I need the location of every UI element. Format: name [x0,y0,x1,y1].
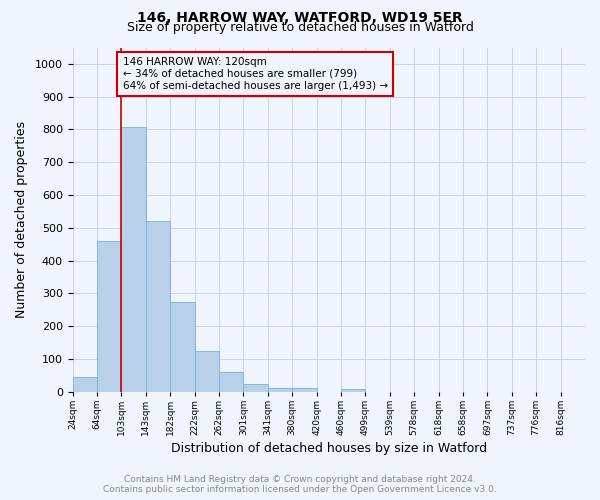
X-axis label: Distribution of detached houses by size in Watford: Distribution of detached houses by size … [171,442,487,455]
Bar [268,388,292,392]
Text: Size of property relative to detached houses in Watford: Size of property relative to detached ho… [127,22,473,35]
Bar [194,351,219,392]
Text: Contains HM Land Registry data © Crown copyright and database right 2024.
Contai: Contains HM Land Registry data © Crown c… [103,474,497,494]
Text: 146, HARROW WAY, WATFORD, WD19 5ER: 146, HARROW WAY, WATFORD, WD19 5ER [137,11,463,25]
Bar [341,389,365,392]
Y-axis label: Number of detached properties: Number of detached properties [15,121,28,318]
Bar [219,372,244,392]
Bar [146,222,170,392]
Bar [73,376,97,392]
Text: 146 HARROW WAY: 120sqm
← 34% of detached houses are smaller (799)
64% of semi-de: 146 HARROW WAY: 120sqm ← 34% of detached… [122,58,388,90]
Bar [121,127,146,392]
Bar [292,388,317,392]
Bar [170,302,194,392]
Bar [244,384,268,392]
Bar [97,241,121,392]
